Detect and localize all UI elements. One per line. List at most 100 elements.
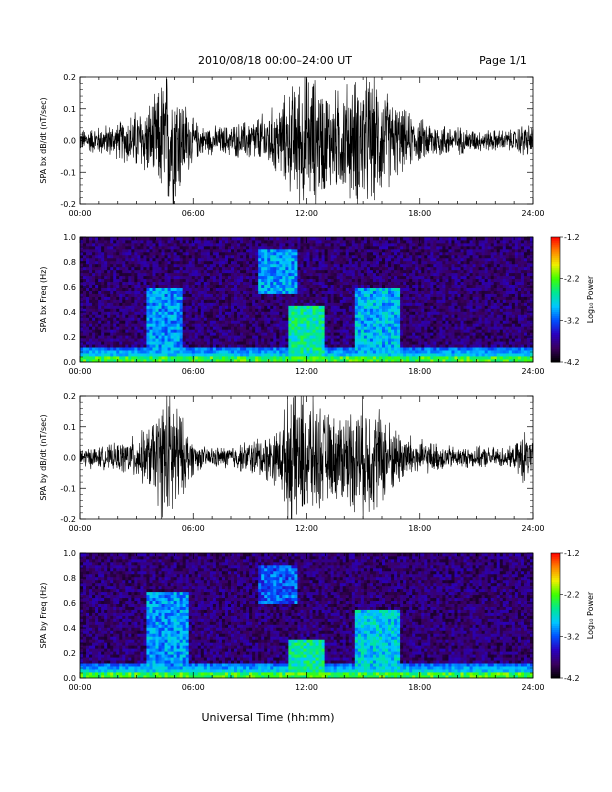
- spectrogram-cell: [143, 344, 147, 348]
- spectrogram-cell: [363, 344, 368, 348]
- spectrogram-cell: [264, 290, 268, 294]
- spectrogram-cell: [134, 245, 138, 250]
- spectrogram-cell: [345, 299, 350, 303]
- spectrogram-cell: [261, 296, 265, 300]
- spectrogram-cell: [406, 272, 410, 277]
- spectrogram-cell: [167, 341, 171, 345]
- spectrogram-cell: [128, 266, 132, 271]
- spectrogram-cell: [318, 329, 322, 333]
- spectrogram-cell: [397, 284, 401, 288]
- spectrogram-cell: [339, 359, 344, 363]
- spectrogram-cell: [421, 284, 425, 288]
- spectrogram-cell: [146, 278, 150, 283]
- spectrogram-cell: [231, 317, 235, 321]
- spectrogram-cell: [348, 326, 353, 330]
- spectrogram-cell: [158, 269, 162, 274]
- spectrogram-cell: [164, 299, 168, 303]
- spectrogram-cell: [378, 237, 383, 241]
- spectrogram-cell: [252, 287, 256, 291]
- spectrogram-cell: [264, 359, 268, 363]
- spectrogram-cell: [348, 311, 353, 315]
- spectrogram-cell: [276, 275, 280, 280]
- spectrogram-cell: [354, 356, 359, 360]
- spectrogram-cell: [312, 338, 316, 342]
- spectrogram-cell: [357, 338, 362, 342]
- spectrogram-cell: [324, 347, 329, 351]
- spectrogram-cell: [351, 353, 356, 357]
- spectrogram-cell: [412, 248, 416, 253]
- spectrogram-cell: [291, 329, 295, 333]
- spectrogram-cell: [243, 248, 247, 253]
- spectrogram-cell: [391, 347, 395, 351]
- spectrogram-cell: [234, 254, 238, 259]
- spectrogram-cell: [418, 269, 422, 274]
- spectrogram-cell: [209, 296, 214, 300]
- spectrogram-cell: [339, 323, 344, 327]
- spectrogram-cell: [240, 266, 244, 271]
- spectrogram-cell: [276, 272, 280, 277]
- spectrogram-cell: [125, 299, 129, 303]
- spectrogram-cell: [406, 332, 410, 336]
- spectrogram-cell: [388, 302, 392, 306]
- spectrogram-cell: [237, 237, 241, 241]
- spectrogram-cell: [218, 344, 223, 348]
- spectrogram-cell: [237, 338, 241, 342]
- spectrogram-cell: [273, 350, 277, 354]
- spectrogram-cell: [297, 350, 301, 354]
- spectrogram-cell: [400, 320, 404, 324]
- spectrogram-cell: [279, 290, 283, 294]
- spectrogram-cell: [249, 278, 253, 283]
- spectrogram-cell: [378, 299, 383, 303]
- spectrogram-cell: [345, 248, 350, 253]
- spectrogram-cell: [209, 350, 214, 354]
- spectrogram-cell: [86, 320, 90, 324]
- spectrogram-cell: [291, 293, 295, 297]
- spectrogram-cell: [194, 287, 199, 291]
- spectrogram-cell: [152, 320, 156, 324]
- spectrogram-cell: [369, 299, 374, 303]
- spectrogram-cell: [98, 320, 102, 324]
- spectrogram-cell: [89, 257, 93, 262]
- spectrogram-cell: [182, 263, 187, 268]
- spectrogram-cell: [221, 281, 226, 286]
- spectrogram-cell: [131, 272, 135, 277]
- spectrogram-cell: [215, 293, 220, 297]
- spectrogram-cell: [255, 350, 259, 354]
- spectrogram-cell: [155, 323, 159, 327]
- spectrogram-cell: [128, 323, 132, 327]
- spectrogram-cell: [369, 245, 374, 250]
- spectrogram-cell: [83, 287, 87, 291]
- spectrogram-cell: [231, 344, 235, 348]
- spectrogram-cell: [339, 260, 344, 265]
- spectrogram-cell: [357, 251, 362, 256]
- spectrogram-cell: [285, 338, 289, 342]
- spectrogram-cell: [158, 359, 162, 363]
- spectrogram-cell: [98, 299, 102, 303]
- spectrogram-cell: [288, 275, 292, 280]
- spectrogram-cell: [267, 251, 271, 256]
- spectrogram-cell: [315, 308, 319, 312]
- spectrogram-cell: [218, 242, 223, 247]
- spectrogram-cell: [185, 323, 190, 327]
- spectrogram-cell: [267, 302, 271, 306]
- spectrogram-cell: [403, 299, 407, 303]
- spectrogram-cell: [354, 245, 359, 250]
- spectrogram-cell: [92, 248, 96, 253]
- spectrogram-cell: [119, 359, 123, 363]
- spectrogram-cell: [194, 344, 199, 348]
- spectrogram-cell: [200, 332, 205, 336]
- spectrogram-cell: [321, 335, 326, 339]
- spectrogram-cell: [321, 248, 326, 253]
- spectrogram-cell: [282, 335, 286, 339]
- spectrogram-cell: [427, 344, 431, 348]
- spectrogram-cell: [116, 335, 120, 339]
- spectrogram-cell: [92, 344, 96, 348]
- spectrogram-cell: [155, 245, 159, 250]
- spectrogram-cell: [188, 326, 193, 330]
- spectrogram-cell: [224, 245, 229, 250]
- spectrogram-cell: [155, 260, 159, 265]
- spectrogram-cell: [231, 248, 235, 253]
- spectrogram-cell: [270, 359, 274, 363]
- spectrogram-cell: [385, 263, 389, 268]
- spectrogram-cell: [378, 350, 383, 354]
